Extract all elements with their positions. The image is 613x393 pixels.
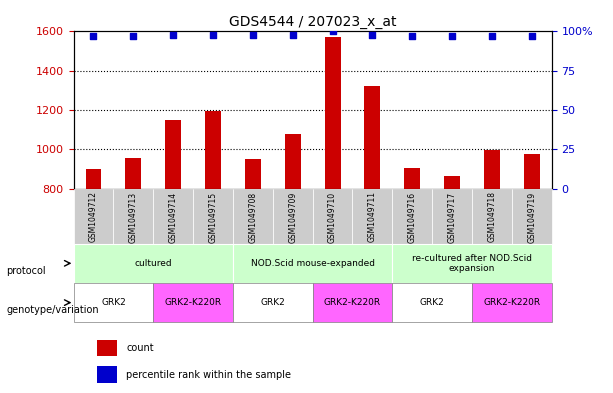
Bar xyxy=(284,134,300,189)
Bar xyxy=(126,158,142,189)
Bar xyxy=(86,169,102,189)
Bar xyxy=(484,150,500,189)
Text: GRK2-K220R: GRK2-K220R xyxy=(324,298,381,307)
Point xyxy=(248,31,258,38)
Title: GDS4544 / 207023_x_at: GDS4544 / 207023_x_at xyxy=(229,15,397,29)
Text: GSM1049708: GSM1049708 xyxy=(248,191,257,242)
FancyBboxPatch shape xyxy=(233,283,313,322)
Point xyxy=(288,31,298,38)
Point xyxy=(328,28,338,35)
Text: GSM1049712: GSM1049712 xyxy=(89,191,98,242)
Text: GSM1049710: GSM1049710 xyxy=(328,191,337,242)
FancyBboxPatch shape xyxy=(153,283,233,322)
Text: GRK2: GRK2 xyxy=(420,298,444,307)
Point xyxy=(407,33,417,39)
Text: genotype/variation: genotype/variation xyxy=(6,305,99,316)
Text: GSM1049711: GSM1049711 xyxy=(368,191,377,242)
Bar xyxy=(325,37,341,189)
Text: GRK2: GRK2 xyxy=(101,298,126,307)
FancyBboxPatch shape xyxy=(313,283,392,322)
FancyBboxPatch shape xyxy=(432,189,472,244)
FancyBboxPatch shape xyxy=(472,283,552,322)
Point xyxy=(527,33,537,39)
FancyBboxPatch shape xyxy=(392,244,552,283)
FancyBboxPatch shape xyxy=(74,283,153,322)
Point xyxy=(487,33,497,39)
FancyBboxPatch shape xyxy=(273,189,313,244)
FancyBboxPatch shape xyxy=(352,189,392,244)
Text: re-cultured after NOD.Scid
expansion: re-cultured after NOD.Scid expansion xyxy=(412,253,532,273)
Text: NOD.Scid mouse-expanded: NOD.Scid mouse-expanded xyxy=(251,259,375,268)
Bar xyxy=(444,176,460,189)
Text: GSM1049714: GSM1049714 xyxy=(169,191,178,242)
Bar xyxy=(245,159,261,189)
Bar xyxy=(97,366,116,383)
Bar xyxy=(166,120,181,189)
FancyBboxPatch shape xyxy=(193,189,233,244)
Text: GSM1049715: GSM1049715 xyxy=(208,191,218,242)
Bar xyxy=(364,86,380,189)
Bar xyxy=(97,340,116,356)
Bar xyxy=(524,154,539,189)
Point xyxy=(88,33,98,39)
FancyBboxPatch shape xyxy=(313,189,352,244)
FancyBboxPatch shape xyxy=(233,244,392,283)
FancyBboxPatch shape xyxy=(512,189,552,244)
Text: GSM1049719: GSM1049719 xyxy=(527,191,536,242)
FancyBboxPatch shape xyxy=(74,244,233,283)
FancyBboxPatch shape xyxy=(392,283,472,322)
Text: GSM1049718: GSM1049718 xyxy=(487,191,497,242)
Text: GSM1049713: GSM1049713 xyxy=(129,191,138,242)
FancyBboxPatch shape xyxy=(392,189,432,244)
Point xyxy=(447,33,457,39)
Text: GSM1049716: GSM1049716 xyxy=(408,191,417,242)
Text: GSM1049709: GSM1049709 xyxy=(288,191,297,242)
FancyBboxPatch shape xyxy=(233,189,273,244)
FancyBboxPatch shape xyxy=(472,189,512,244)
Text: cultured: cultured xyxy=(134,259,172,268)
Bar xyxy=(205,111,221,189)
Text: GRK2-K220R: GRK2-K220R xyxy=(483,298,541,307)
Bar xyxy=(405,168,421,189)
Point xyxy=(168,31,178,38)
Text: percentile rank within the sample: percentile rank within the sample xyxy=(126,370,291,380)
FancyBboxPatch shape xyxy=(113,189,153,244)
Point xyxy=(368,31,378,38)
Text: GSM1049717: GSM1049717 xyxy=(447,191,457,242)
Text: count: count xyxy=(126,343,154,353)
Text: GRK2: GRK2 xyxy=(261,298,285,307)
FancyBboxPatch shape xyxy=(153,189,193,244)
Point xyxy=(208,31,218,38)
FancyBboxPatch shape xyxy=(74,189,113,244)
Point xyxy=(129,33,139,39)
Text: GRK2-K220R: GRK2-K220R xyxy=(164,298,222,307)
Text: protocol: protocol xyxy=(6,266,46,276)
